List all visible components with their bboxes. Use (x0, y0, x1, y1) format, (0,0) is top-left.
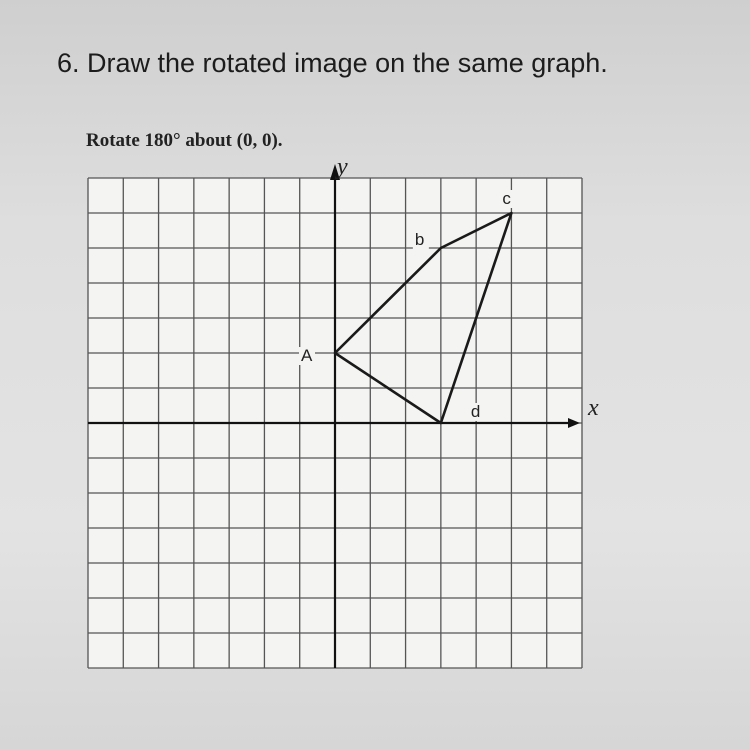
point-label: b (415, 230, 424, 249)
point-label-bg (500, 190, 517, 208)
point-label: A (301, 346, 313, 365)
y-axis-label: y (335, 154, 348, 180)
instruction: Rotate 180° about (0, 0). (86, 130, 283, 151)
point-label-bg (299, 347, 315, 365)
point-label: d (471, 402, 480, 421)
x-axis-arrow (568, 418, 580, 428)
x-axis-label: x (587, 395, 599, 421)
y-axis-arrow (330, 164, 340, 180)
point-label-bg (412, 231, 429, 249)
figure-polygon (333, 211, 513, 425)
point-label-bg (468, 403, 485, 421)
point-label: c (502, 189, 511, 208)
question-title: 6. Draw the rotated image on the same gr… (57, 48, 608, 78)
